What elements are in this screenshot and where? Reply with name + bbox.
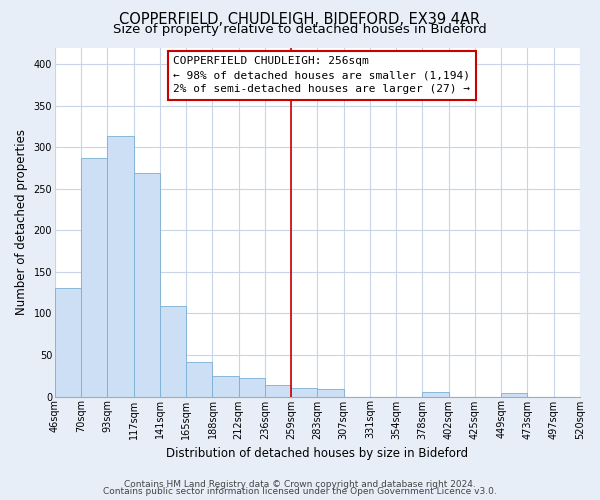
Bar	[501, 393, 527, 396]
Bar	[55, 288, 81, 397]
X-axis label: Distribution of detached houses by size in Bideford: Distribution of detached houses by size …	[166, 447, 469, 460]
Bar	[265, 385, 291, 396]
Bar	[107, 136, 134, 396]
Text: Size of property relative to detached houses in Bideford: Size of property relative to detached ho…	[113, 22, 487, 36]
Bar	[239, 378, 265, 396]
Bar	[291, 388, 317, 396]
Text: Contains HM Land Registry data © Crown copyright and database right 2024.: Contains HM Land Registry data © Crown c…	[124, 480, 476, 489]
Bar	[81, 158, 107, 396]
Bar	[422, 392, 449, 396]
Text: COPPERFIELD, CHUDLEIGH, BIDEFORD, EX39 4AR: COPPERFIELD, CHUDLEIGH, BIDEFORD, EX39 4…	[119, 12, 481, 28]
Text: Contains public sector information licensed under the Open Government Licence v3: Contains public sector information licen…	[103, 487, 497, 496]
Bar	[186, 362, 212, 396]
Y-axis label: Number of detached properties: Number of detached properties	[15, 129, 28, 315]
Bar	[317, 389, 344, 396]
Bar	[160, 306, 186, 396]
Text: COPPERFIELD CHUDLEIGH: 256sqm
← 98% of detached houses are smaller (1,194)
2% of: COPPERFIELD CHUDLEIGH: 256sqm ← 98% of d…	[173, 56, 470, 94]
Bar	[212, 376, 239, 396]
Bar	[134, 173, 160, 396]
